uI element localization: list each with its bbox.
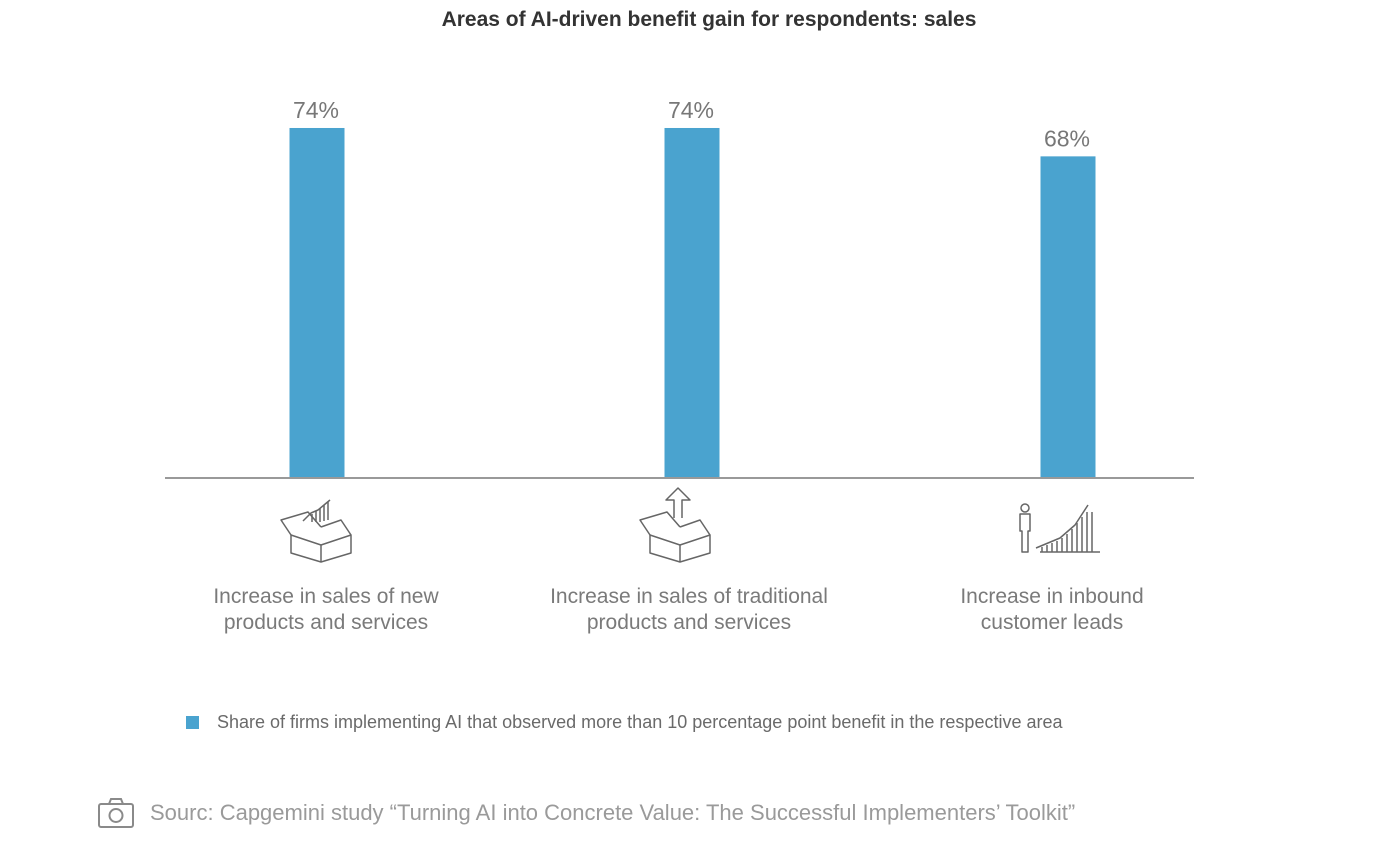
bar-1 xyxy=(289,127,345,478)
source-caption: Sourc: Capgemini study “Turning AI into … xyxy=(98,798,1075,828)
category-label-new-products: Increase in sales of new products and se… xyxy=(166,584,486,636)
source-text: Sourc: Capgemini study “Turning AI into … xyxy=(150,800,1076,825)
camera-icon xyxy=(98,798,134,828)
bar-3 xyxy=(1040,156,1096,479)
category-label-traditional-products: Increase in sales of traditional product… xyxy=(529,584,849,636)
open-box-growth-chart-icon xyxy=(280,499,352,563)
value-label-1: 74% xyxy=(293,97,339,123)
value-label-2: 74% xyxy=(668,97,714,123)
value-label-3: 68% xyxy=(1044,125,1090,151)
person-growth-chart-icon xyxy=(1019,503,1100,553)
value-labels-group: 74% 74% 68% xyxy=(293,97,1090,151)
category-label-line: products and services xyxy=(223,611,429,634)
category-label-line: Increase in sales of traditional xyxy=(550,585,828,608)
legend: Share of firms implementing AI that obse… xyxy=(186,712,1063,733)
bars-group xyxy=(289,127,1096,479)
category-label-line: Increase in sales of new xyxy=(213,585,439,608)
bar-2 xyxy=(664,127,720,478)
legend-swatch xyxy=(186,716,199,729)
chart-title: Areas of AI-driven benefit gain for resp… xyxy=(441,8,977,31)
open-box-up-arrow-icon xyxy=(639,487,711,563)
category-label-line: Increase in inbound xyxy=(960,585,1144,608)
category-label-inbound-leads: Increase in inbound customer leads xyxy=(892,584,1212,636)
category-label-line: products and services xyxy=(586,611,792,634)
legend-label: Share of firms implementing AI that obse… xyxy=(217,712,1063,732)
category-label-line: customer leads xyxy=(980,611,1124,634)
